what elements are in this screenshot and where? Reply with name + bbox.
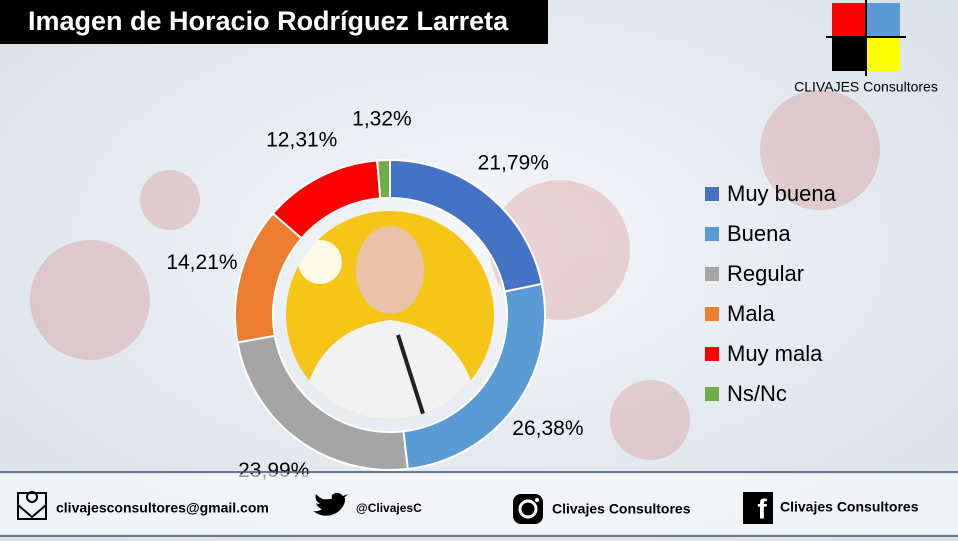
legend-label: Regular — [727, 261, 804, 286]
legend-swatch — [705, 307, 719, 321]
title-box — [0, 0, 548, 44]
legend-swatch — [705, 387, 719, 401]
facebook-icon: f — [743, 492, 773, 524]
legend-label: Buena — [727, 221, 791, 246]
svg-text:f: f — [757, 493, 767, 524]
photo — [286, 211, 494, 419]
data-label: 26,38% — [512, 417, 583, 440]
legend-swatch — [705, 347, 719, 361]
legend: Muy buena Buena Regular Mala Muy mala Ns/Nc — [705, 181, 837, 406]
logo-text: CLIVAJES Consultores — [794, 79, 938, 95]
legend-swatch — [705, 187, 719, 201]
data-label: 1,32% — [352, 108, 412, 131]
footer-band — [0, 474, 958, 534]
data-label: 21,79% — [478, 151, 549, 174]
donut: 21,79%26,38%23,99%14,21%12,31%1,32% — [166, 108, 583, 482]
legend-label: Ns/Nc — [727, 381, 787, 406]
footer-instagram: Clivajes Consultores — [552, 501, 691, 517]
donut-segment — [376, 158, 391, 200]
footer-email: clivajesconsultores@gmail.com — [56, 500, 269, 516]
logo-mark — [826, 0, 906, 76]
footer-facebook: Clivajes Consultores — [780, 499, 919, 515]
email-icon — [17, 491, 47, 520]
legend-label: Mala — [727, 301, 775, 326]
legend-label: Muy buena — [727, 181, 837, 206]
legend-swatch — [705, 227, 719, 241]
legend-label: Muy mala — [727, 341, 823, 366]
data-label: 14,21% — [166, 251, 237, 274]
instagram-icon — [513, 494, 543, 524]
legend-swatch — [705, 267, 719, 281]
data-label: 12,31% — [266, 129, 337, 152]
chart-title: Imagen de Horacio Rodríguez Larreta — [28, 6, 509, 36]
twitter-icon — [313, 492, 348, 516]
footer-twitter: @ClivajesC — [356, 501, 422, 515]
